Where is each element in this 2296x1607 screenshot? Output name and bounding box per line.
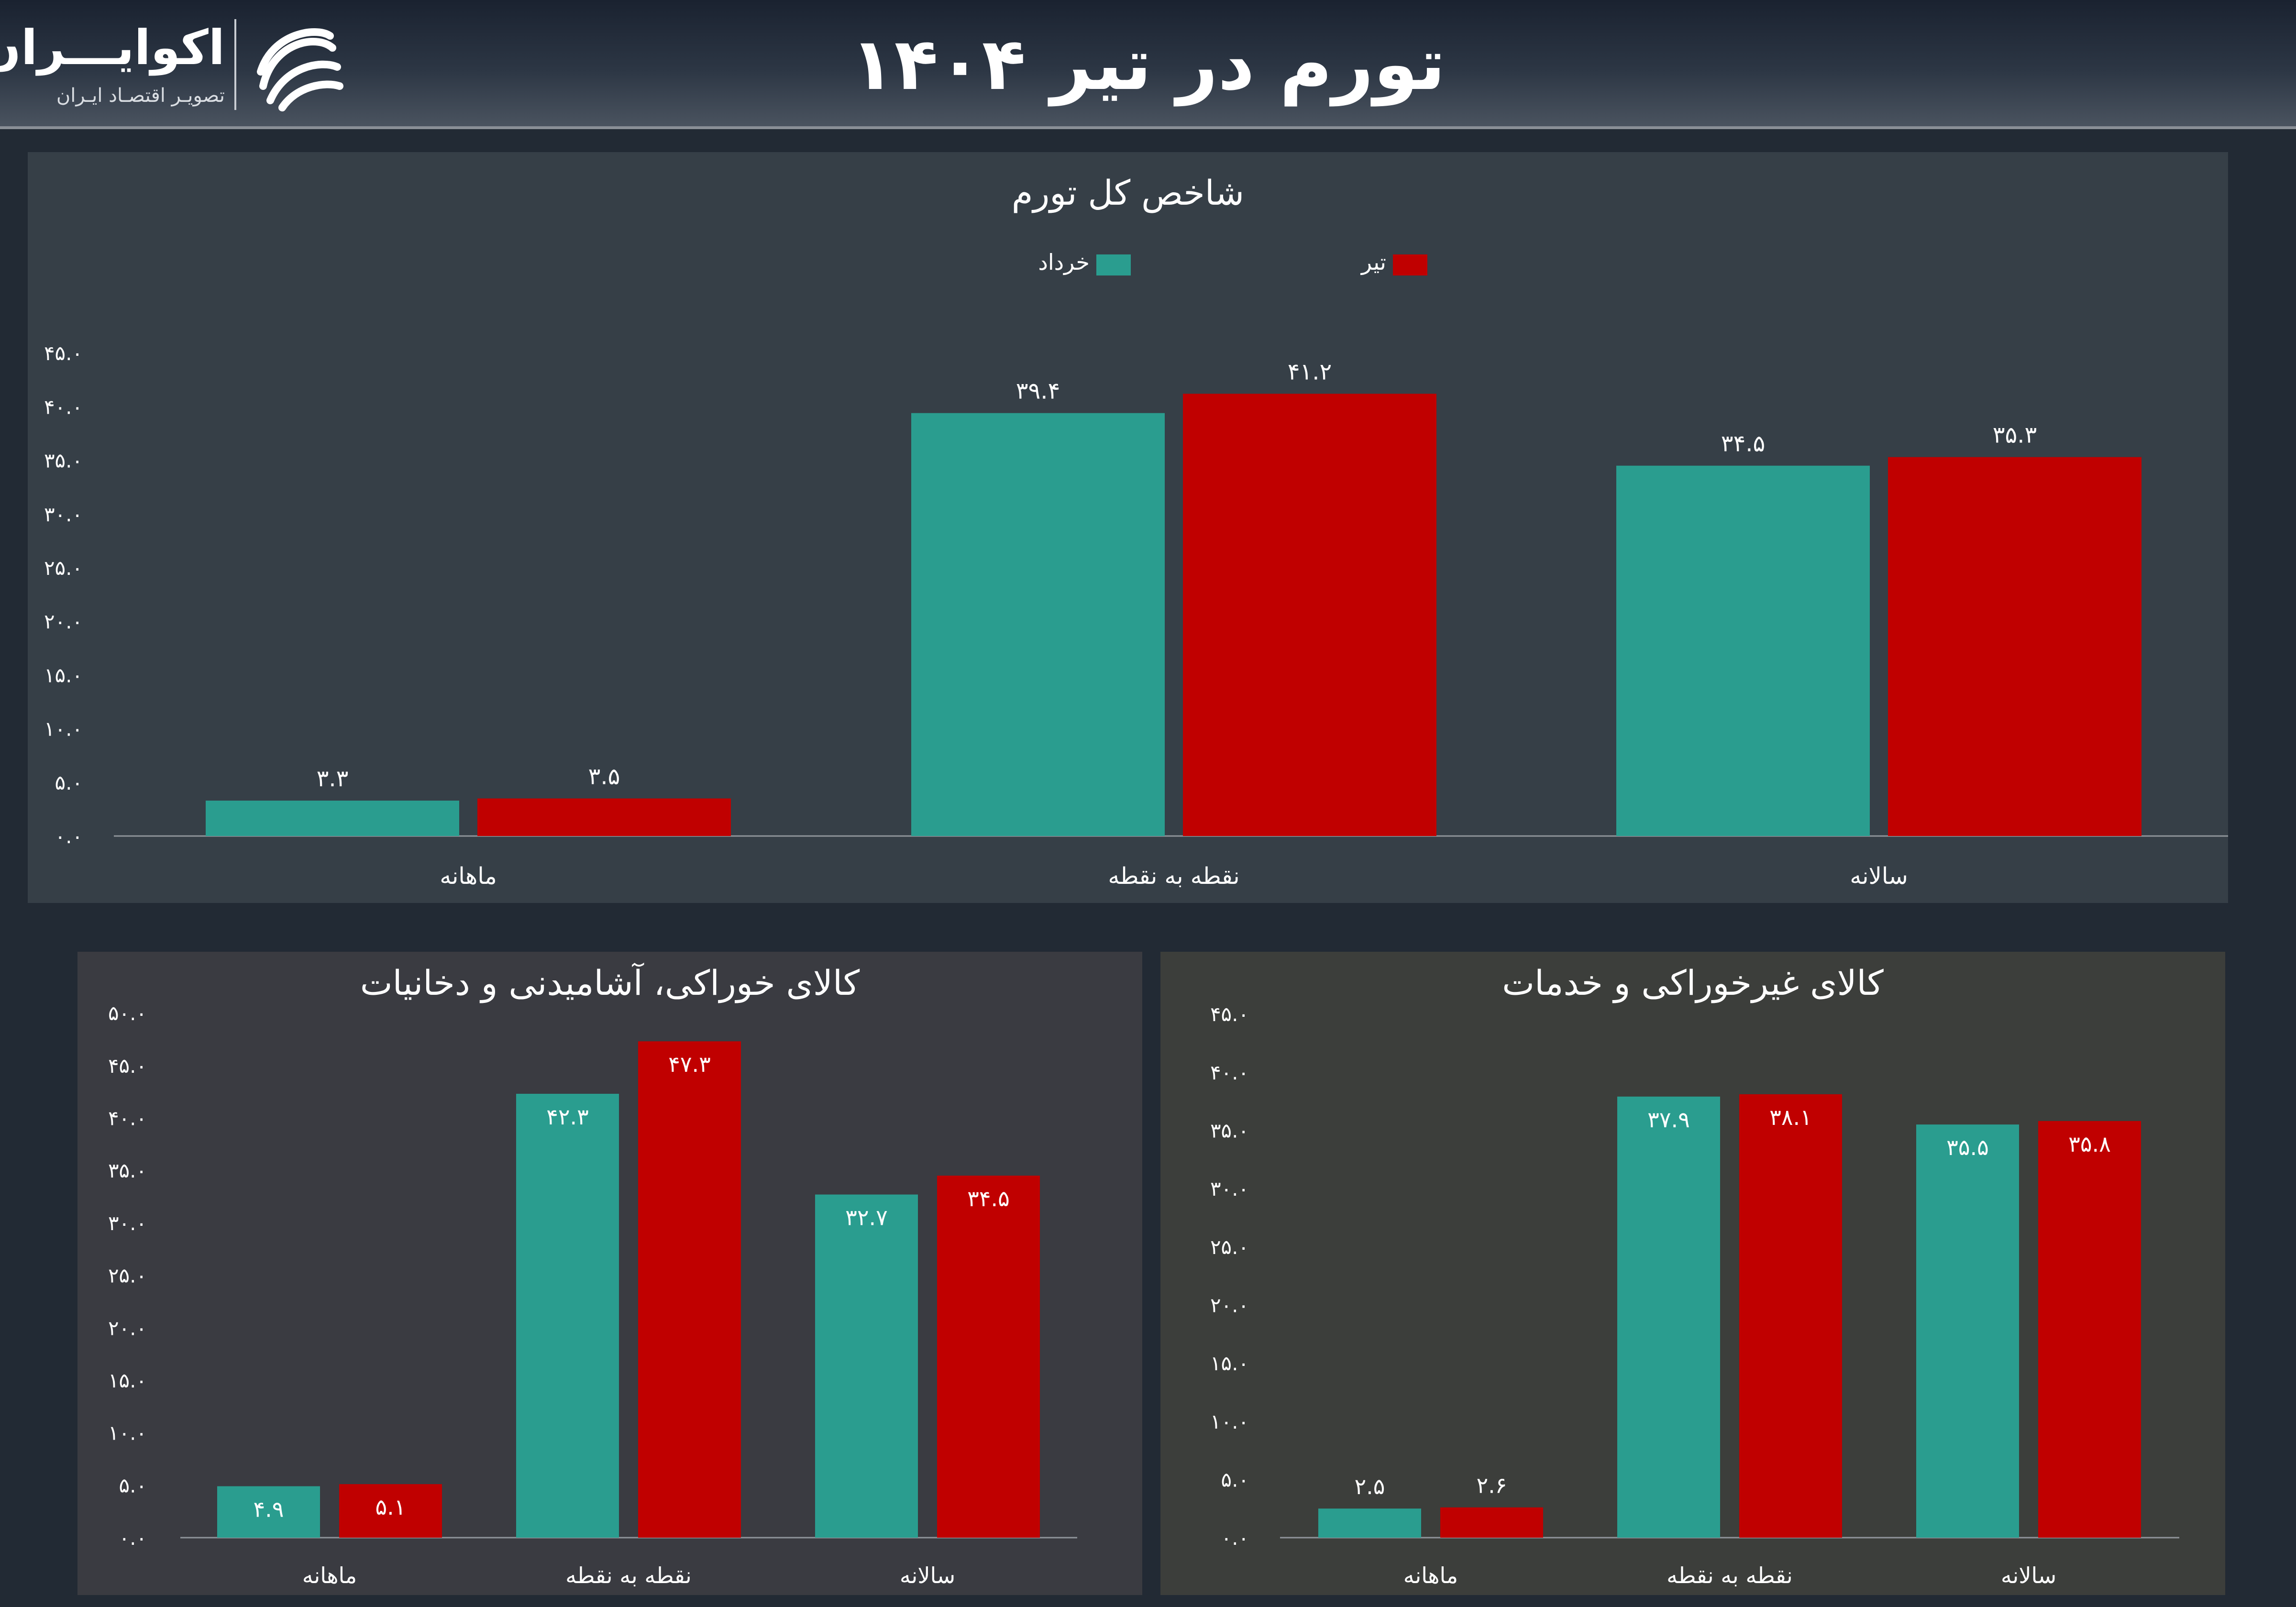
legend-item-tir: تیر <box>1361 243 1427 281</box>
bar-khordad <box>1617 1096 1720 1538</box>
y-tick-label: ۰.۰ <box>1221 1526 1249 1550</box>
data-label: ۳۹.۴ <box>1016 378 1060 405</box>
logo-name: اکوایـــران <box>0 20 225 76</box>
data-label: ۳۵.۵ <box>1946 1134 1989 1160</box>
y-tick-label: ۳۰.۰ <box>44 503 83 526</box>
logo-tagline: تصویـر اقتصـاد ایـران <box>56 85 225 107</box>
chart-legend: تیر خرداد <box>937 243 1427 281</box>
y-tick-label: ۱۵.۰ <box>108 1369 147 1392</box>
logo: اکوایـــران تصویـر اقتصـاد ایـران <box>0 14 344 115</box>
panel-food-inflation: کالای خوراکی، آشامیدنی و دخانیات ۰.۰ ۵.۰ ۱… <box>77 952 1142 1595</box>
data-label: ۳۴.۵ <box>967 1186 1010 1211</box>
bar-tir <box>937 1176 1040 1538</box>
bar-tir <box>1440 1507 1543 1538</box>
x-category-label: سالانه <box>900 1563 955 1588</box>
y-tick-label: ۱۰.۰ <box>108 1421 147 1445</box>
legend-label-tir: تیر <box>1361 249 1386 275</box>
data-label: ۴۷.۳ <box>668 1051 711 1077</box>
chart-title: کالای خوراکی، آشامیدنی و دخانیات <box>360 963 860 1003</box>
y-tick-label: ۱۰.۰ <box>44 717 83 741</box>
y-tick-label: ۴۵.۰ <box>1210 1002 1249 1026</box>
y-tick-label: ۵.۰ <box>55 771 83 794</box>
legend-swatch-tir <box>1393 254 1427 275</box>
bar-khordad <box>1916 1124 2019 1538</box>
y-tick-label: ۲۰.۰ <box>44 610 83 633</box>
bar-khordad <box>815 1194 918 1538</box>
y-tick-label: ۳۵.۰ <box>108 1159 147 1182</box>
y-tick-label: ۱۰.۰ <box>1210 1410 1249 1433</box>
data-label: ۴۲.۳ <box>546 1104 589 1130</box>
y-tick-label: ۴۰.۰ <box>108 1107 147 1130</box>
x-category-label: ماهانه <box>1403 1563 1458 1588</box>
data-label: ۳۲.۷ <box>845 1205 888 1231</box>
data-label: ۳.۳ <box>317 765 349 792</box>
bar-khordad <box>206 800 459 836</box>
y-tick-label: ۱۵.۰ <box>44 663 83 687</box>
panel-total-inflation: شاخص کل تورم تیر خرداد ۰.۰ ۵.۰ ۱۰.۰ ۱۵.۰ ۲۰.… <box>28 152 2228 903</box>
y-tick-label: ۰.۰ <box>55 825 83 848</box>
bar-khordad <box>1318 1508 1421 1538</box>
y-tick-label: ۵.۰ <box>1221 1468 1249 1491</box>
bar-tir <box>1888 457 2141 836</box>
panel-nonfood-inflation: کالای غیرخوراکی و خدمات ۰.۰ ۵.۰ ۱۰.۰ ۱۵.۰ ۲۰… <box>1160 952 2225 1595</box>
y-tick-label: ۳۰.۰ <box>108 1211 147 1235</box>
x-category-label: نقطه به نقطه <box>1108 863 1239 890</box>
bar-tir <box>1739 1094 1842 1538</box>
chart-title: کالای غیرخوراکی و خدمات <box>1502 963 1884 1003</box>
y-tick-label: ۲۵.۰ <box>108 1264 147 1288</box>
legend-item-khordad: خرداد <box>1038 243 1131 281</box>
chart-title: شاخص کل تورم <box>1011 173 1245 213</box>
x-category-label: سالانه <box>1850 863 1908 890</box>
bar-khordad <box>516 1093 619 1538</box>
data-label: ۳.۵ <box>588 763 620 790</box>
bar-khordad <box>217 1486 320 1538</box>
chart-nonfood-inflation: ۰.۰ ۵.۰ ۱۰.۰ ۱۵.۰ ۲۰.۰ ۲۵.۰ ۳۰.۰ ۳۵.۰ ۴۰.۰ ۴۵.۰ ۲.… <box>1210 1002 2179 1588</box>
y-tick-label: ۳۵.۰ <box>44 449 83 473</box>
page-title: تورم در تیر ۱۴۰۴ <box>850 23 1446 106</box>
data-label: ۳۸.۱ <box>1769 1104 1812 1130</box>
data-label: ۳۷.۹ <box>1647 1107 1690 1133</box>
data-label: ۴.۹ <box>253 1496 284 1522</box>
bar-tir <box>638 1041 741 1538</box>
y-tick-label: ۳۵.۰ <box>1210 1119 1249 1142</box>
header-bar: اکوایـــران تصویـر اقتصـاد ایـران تورم د… <box>0 0 2296 129</box>
chart-food-inflation: ۰.۰ ۵.۰ ۱۰.۰ ۱۵.۰ ۲۰.۰ ۲۵.۰ ۳۰.۰ ۳۵.۰ ۴۰.۰ ۴۵.۰ ۵۰… <box>108 1002 1077 1588</box>
data-label: ۲.۵ <box>1354 1474 1385 1499</box>
y-tick-label: ۱۵.۰ <box>1210 1352 1249 1375</box>
x-category-label: سالانه <box>2001 1563 2056 1588</box>
y-tick-label: ۲۰.۰ <box>108 1316 147 1340</box>
y-tick-label: ۲۵.۰ <box>44 556 83 580</box>
x-category-label: نقطه به نقطه <box>1667 1563 1793 1588</box>
bar-tir <box>477 798 731 836</box>
bar-khordad <box>911 413 1165 836</box>
y-tick-label: ۲۰.۰ <box>1210 1293 1249 1317</box>
bar-khordad <box>1616 465 1870 836</box>
y-tick-label: ۴۰.۰ <box>1210 1061 1249 1084</box>
y-tick-label: ۴۵.۰ <box>108 1054 147 1078</box>
data-label: ۳۴.۵ <box>1721 430 1766 457</box>
data-label: ۳۵.۸ <box>2068 1131 2111 1157</box>
bar-tir <box>339 1484 442 1538</box>
data-label: ۲.۶ <box>1476 1473 1507 1498</box>
chart-total-inflation: ۰.۰ ۵.۰ ۱۰.۰ ۱۵.۰ ۲۰.۰ ۲۵.۰ ۳۰.۰ ۳۵.۰ ۴۰.۰ ۴۵.۰ ۳.… <box>44 341 2228 890</box>
y-tick-label: ۵.۰ <box>119 1474 147 1497</box>
y-tick-label: ۵۰.۰ <box>108 1002 147 1025</box>
data-label: ۴۱.۲ <box>1288 358 1332 385</box>
y-tick-label: ۲۵.۰ <box>1210 1235 1249 1259</box>
x-category-label: ماهانه <box>440 863 497 890</box>
data-label: ۳۵.۳ <box>1993 422 2037 449</box>
legend-swatch-khordad <box>1096 254 1131 275</box>
x-category-label: نقطه به نقطه <box>565 1563 692 1588</box>
bar-tir <box>2038 1121 2141 1538</box>
logo-divider <box>234 19 236 110</box>
y-tick-label: ۴۵.۰ <box>44 341 83 365</box>
y-tick-label: ۳۰.۰ <box>1210 1177 1249 1200</box>
y-tick-label: ۰.۰ <box>119 1526 147 1550</box>
data-label: ۵.۱ <box>375 1494 406 1520</box>
x-category-label: ماهانه <box>302 1563 357 1588</box>
bar-tir <box>1183 394 1436 836</box>
y-tick-label: ۴۰.۰ <box>44 395 83 418</box>
ecoiran-logo-icon <box>257 28 343 111</box>
legend-label-khordad: خرداد <box>1038 249 1090 275</box>
